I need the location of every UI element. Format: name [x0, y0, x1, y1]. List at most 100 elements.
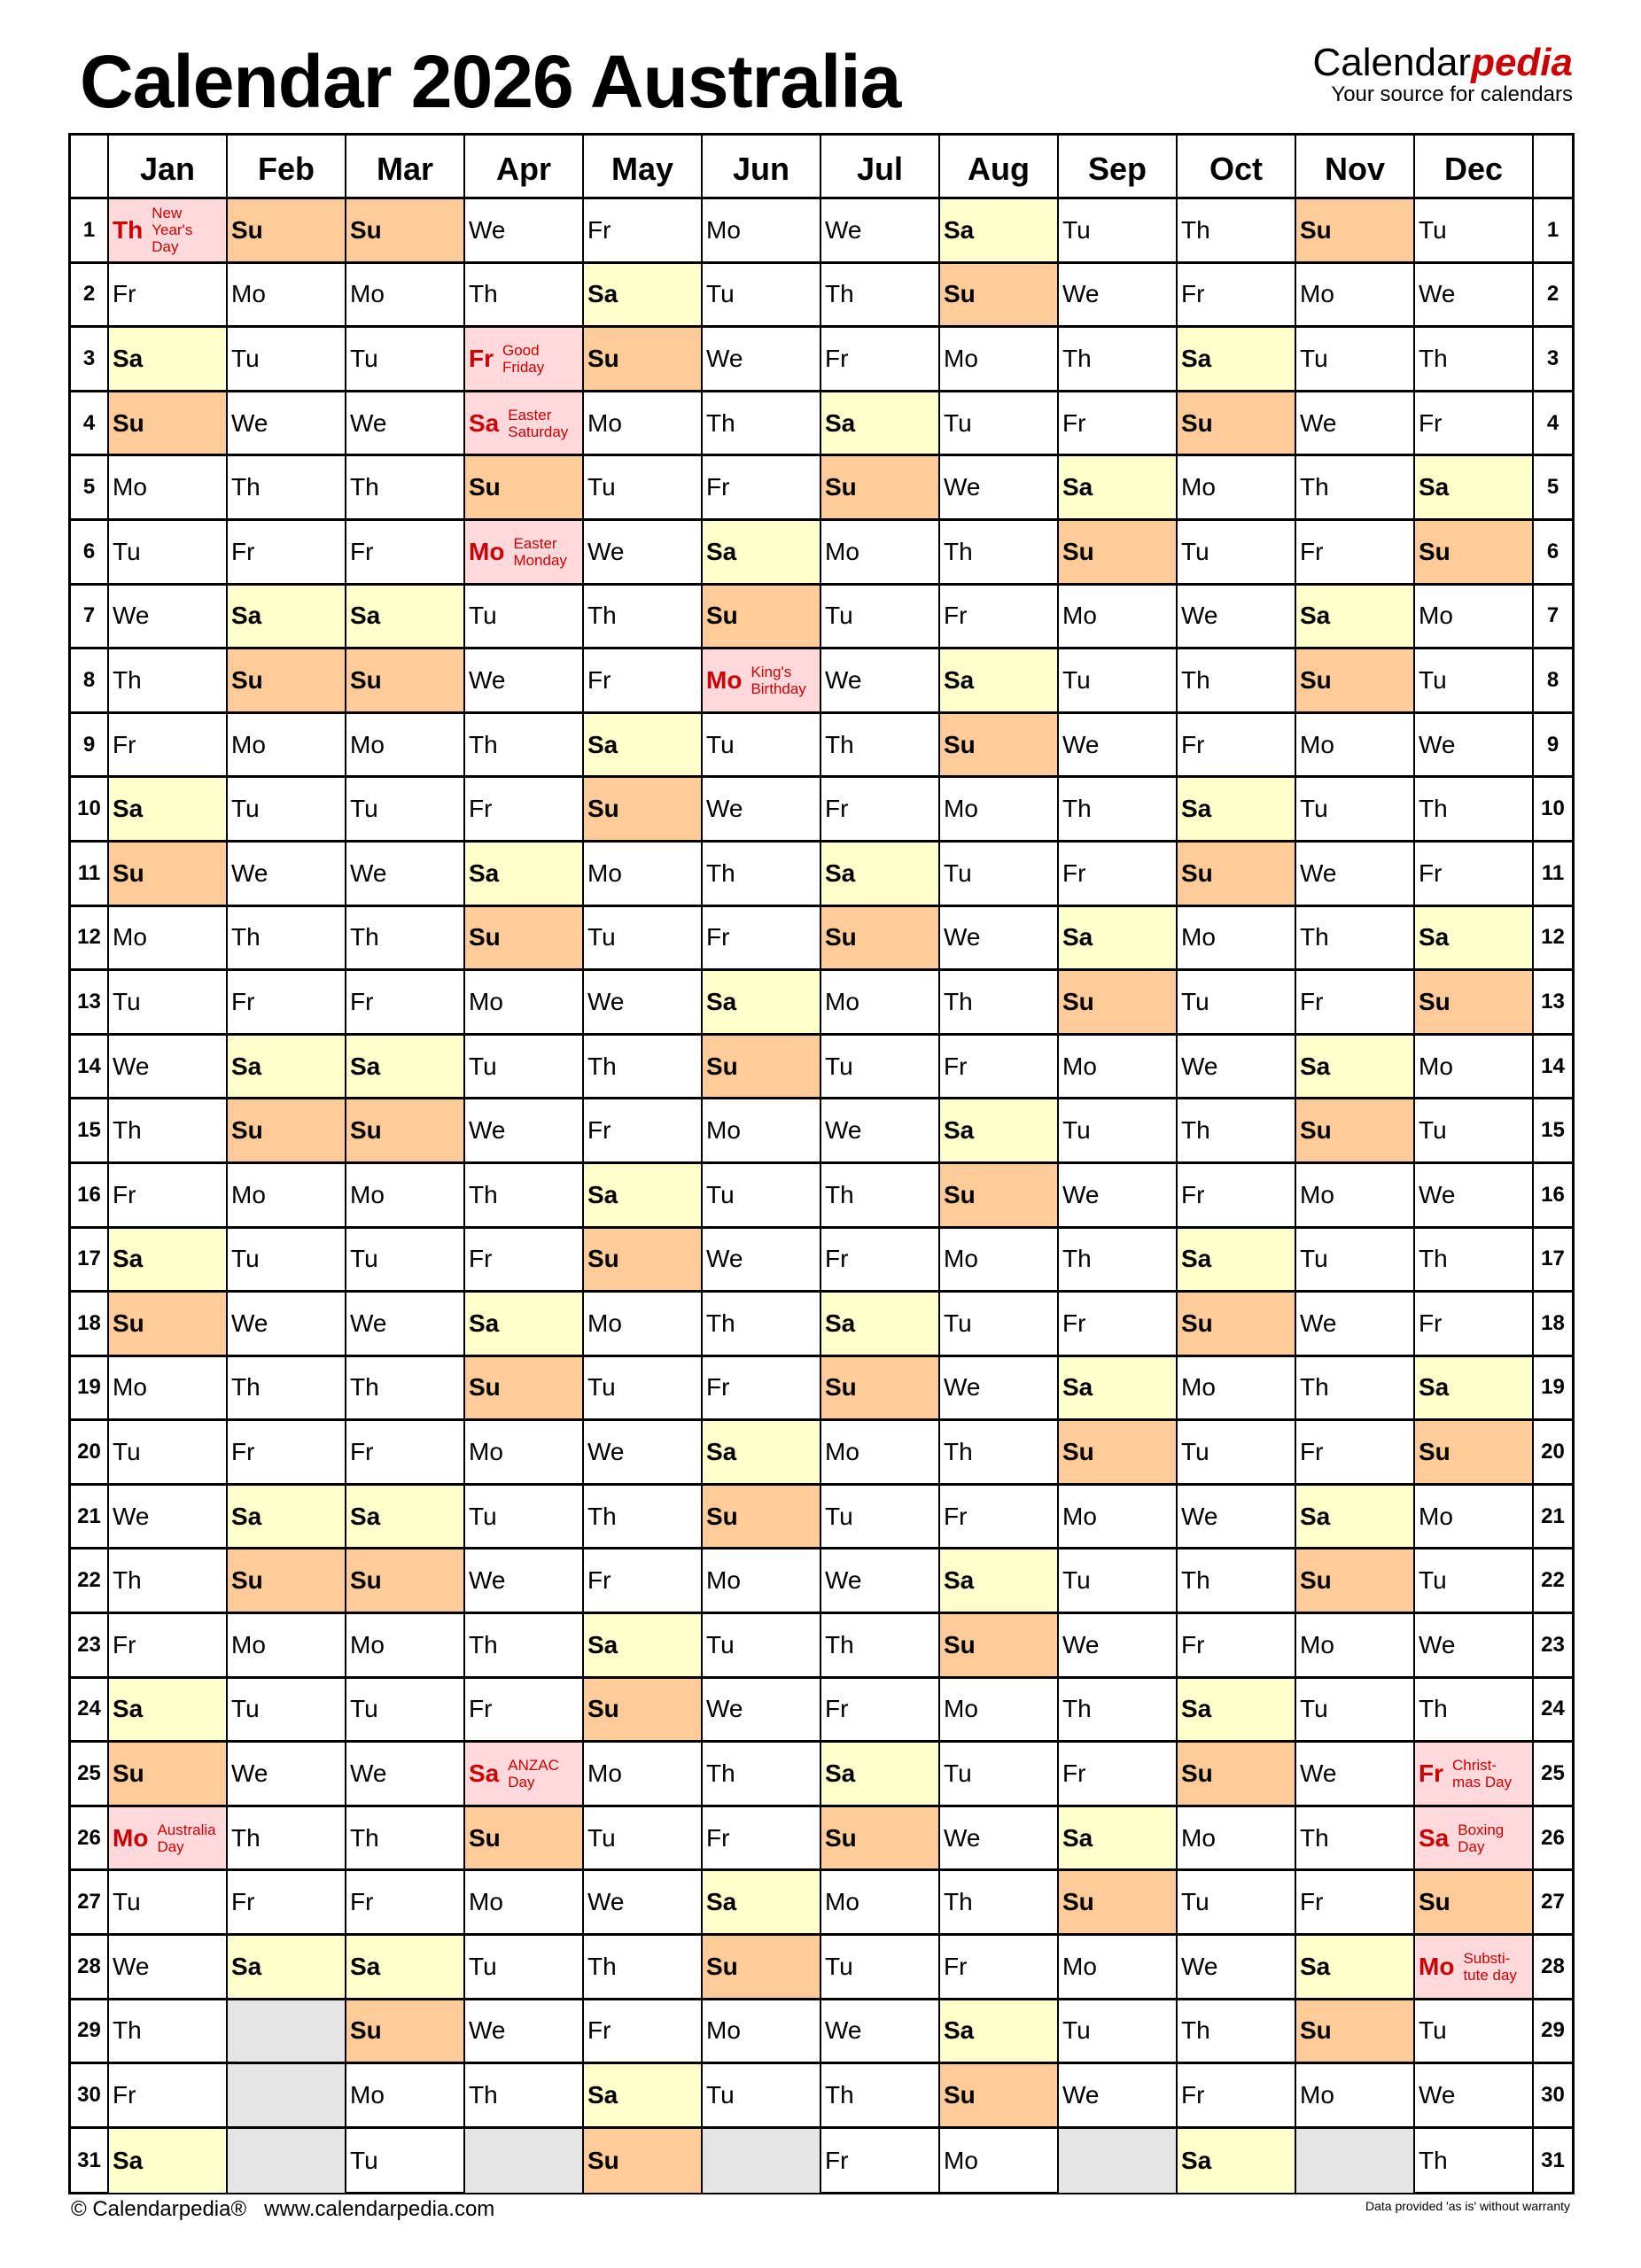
day-cell[interactable]: Th [109, 1099, 228, 1164]
day-cell[interactable]: Sa [584, 2064, 703, 2129]
day-cell[interactable]: We [228, 392, 346, 457]
day-cell[interactable]: We [703, 778, 821, 843]
day-cell[interactable]: Tu [584, 1806, 703, 1872]
day-cell[interactable]: Fr [940, 585, 1059, 650]
day-cell[interactable]: Tu [1059, 2000, 1178, 2065]
day-cell[interactable]: Tu [465, 1936, 584, 2000]
day-cell[interactable]: Sa [940, 199, 1059, 264]
day-cell[interactable]: We [1059, 263, 1178, 329]
day-cell[interactable]: Su [1178, 842, 1296, 907]
day-cell[interactable]: We [1415, 1614, 1534, 1679]
holiday-cell[interactable]: Sa Boxing Day [1415, 1806, 1534, 1872]
day-cell[interactable]: We [228, 842, 346, 907]
day-cell[interactable]: Su [1178, 1293, 1296, 1357]
day-cell[interactable]: We [346, 1293, 465, 1357]
day-cell[interactable]: Sa [1415, 1356, 1534, 1422]
day-cell[interactable]: Th [584, 1485, 703, 1550]
day-cell[interactable]: Mo [346, 1614, 465, 1679]
day-cell[interactable]: We [465, 2000, 584, 2065]
day-cell[interactable]: Fr [940, 1936, 1059, 2000]
day-cell[interactable]: Th [346, 1806, 465, 1872]
day-cell[interactable]: Tu [228, 778, 346, 843]
footer-url[interactable]: www.calendarpedia.com [264, 2197, 495, 2221]
day-cell[interactable]: Sa [821, 842, 940, 907]
day-cell[interactable]: Fr [1296, 1871, 1415, 1937]
day-cell[interactable]: Mo [346, 2064, 465, 2129]
day-cell[interactable]: Su [109, 842, 228, 907]
day-cell[interactable]: We [228, 1743, 346, 1807]
day-cell[interactable]: Su [1296, 649, 1415, 714]
day-cell[interactable]: We [940, 1356, 1059, 1422]
day-cell[interactable]: Tu [228, 328, 346, 392]
day-cell[interactable]: We [109, 1485, 228, 1550]
day-cell[interactable]: Fr [346, 1421, 465, 1486]
day-cell[interactable]: Sa [1059, 456, 1178, 521]
day-cell[interactable]: We [821, 199, 940, 264]
day-cell[interactable]: Th [584, 1035, 703, 1100]
day-cell[interactable]: Th [584, 585, 703, 650]
day-cell[interactable]: Mo [1059, 1485, 1178, 1550]
day-cell[interactable]: Su [1178, 1743, 1296, 1807]
day-cell[interactable]: Fr [584, 649, 703, 714]
day-cell[interactable]: Sa [940, 1550, 1059, 1615]
holiday-cell[interactable]: Fr Good Friday [465, 328, 584, 392]
day-cell[interactable]: Fr [1178, 1614, 1296, 1679]
day-cell[interactable]: Tu [821, 1035, 940, 1100]
day-cell[interactable]: Th [1415, 328, 1534, 392]
day-cell[interactable]: Tu [346, 1228, 465, 1293]
day-cell[interactable]: Mo [109, 456, 228, 521]
day-cell[interactable]: Th [1178, 2000, 1296, 2065]
day-cell[interactable]: Su [1296, 199, 1415, 264]
day-cell[interactable]: Su [109, 1293, 228, 1357]
day-cell[interactable]: Fr [1059, 842, 1178, 907]
day-cell[interactable]: We [1178, 1035, 1296, 1100]
day-cell[interactable]: We [821, 649, 940, 714]
day-cell[interactable]: Mo [1296, 263, 1415, 329]
day-cell[interactable]: Tu [1059, 1099, 1178, 1164]
day-cell[interactable]: We [1059, 2064, 1178, 2129]
day-cell[interactable]: Tu [584, 456, 703, 521]
day-cell[interactable]: Th [465, 263, 584, 329]
day-cell[interactable]: Sa [1415, 906, 1534, 972]
day-cell[interactable]: We [584, 1421, 703, 1486]
day-cell[interactable]: Tu [1178, 1421, 1296, 1486]
day-cell[interactable]: We [703, 1228, 821, 1293]
day-cell[interactable]: Fr [1059, 1743, 1178, 1807]
day-cell[interactable]: Sa [703, 1871, 821, 1937]
day-cell[interactable]: Sa [940, 2000, 1059, 2065]
day-cell[interactable]: Th [346, 1356, 465, 1422]
day-cell[interactable]: Mo [940, 1678, 1059, 1744]
day-cell[interactable]: Su [1415, 1421, 1534, 1486]
day-cell[interactable]: We [346, 1743, 465, 1807]
day-cell[interactable]: Tu [109, 1871, 228, 1937]
day-cell[interactable]: Mo [703, 1550, 821, 1615]
day-cell[interactable]: Sa [109, 778, 228, 843]
day-cell[interactable]: Th [1415, 2128, 1534, 2194]
day-cell[interactable]: Mo [1059, 585, 1178, 650]
day-cell[interactable]: We [228, 1293, 346, 1357]
day-cell[interactable]: Tu [1296, 778, 1415, 843]
day-cell[interactable]: We [1296, 392, 1415, 457]
day-cell[interactable]: Sa [821, 1743, 940, 1807]
holiday-cell[interactable]: Mo Australia Day [109, 1806, 228, 1872]
day-cell[interactable]: Su [940, 713, 1059, 779]
day-cell[interactable]: Th [1178, 1550, 1296, 1615]
day-cell[interactable]: We [940, 1806, 1059, 1872]
day-cell[interactable]: Tu [703, 1163, 821, 1229]
day-cell[interactable]: Su [1059, 520, 1178, 586]
day-cell[interactable]: Su [1415, 520, 1534, 586]
day-cell[interactable]: Fr [1178, 1163, 1296, 1229]
day-cell[interactable]: Tu [584, 906, 703, 972]
day-cell[interactable]: Tu [1415, 1099, 1534, 1164]
day-cell[interactable]: Fr [109, 713, 228, 779]
day-cell[interactable]: Mo [1059, 1936, 1178, 2000]
holiday-cell[interactable]: Mo Substi- tute day [1415, 1936, 1534, 2000]
day-cell[interactable]: We [1059, 1163, 1178, 1229]
day-cell[interactable]: Fr [346, 971, 465, 1036]
day-cell[interactable]: Sa [584, 713, 703, 779]
day-cell[interactable]: Mo [940, 2128, 1059, 2194]
day-cell[interactable]: Sa [228, 1485, 346, 1550]
day-cell[interactable]: Tu [465, 1035, 584, 1100]
day-cell[interactable]: Su [584, 2128, 703, 2194]
day-cell[interactable]: Fr [821, 1678, 940, 1744]
